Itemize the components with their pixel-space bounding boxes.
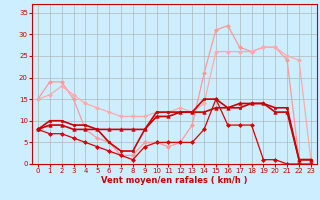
X-axis label: Vent moyen/en rafales ( km/h ): Vent moyen/en rafales ( km/h ) xyxy=(101,176,248,185)
